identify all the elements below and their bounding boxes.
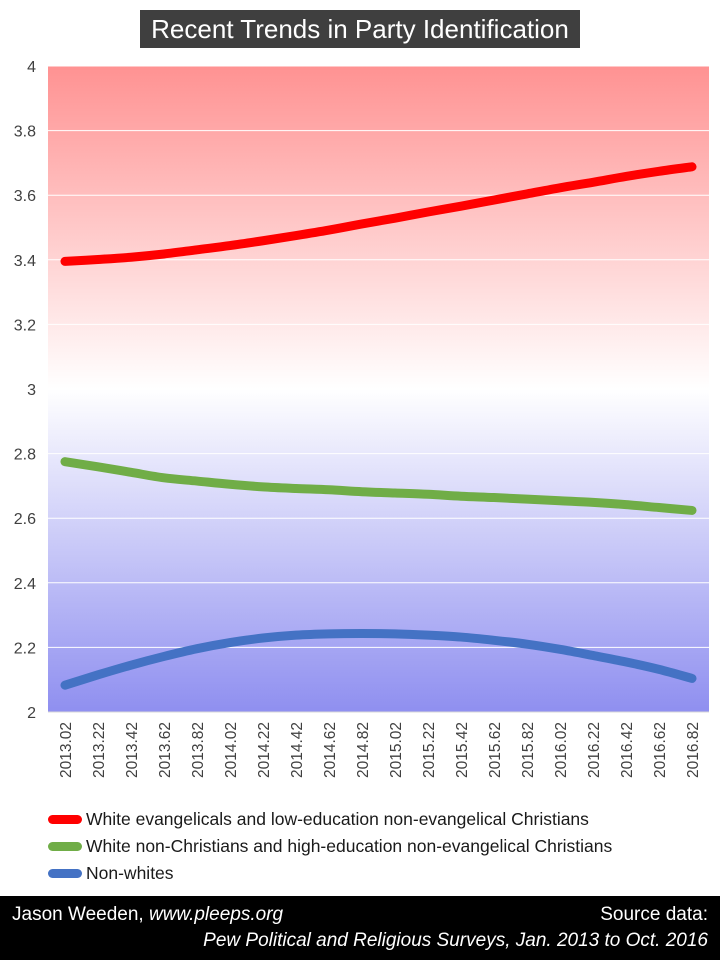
source-label: Source data: [600, 904, 708, 925]
x-tick-label: 2015.62 [487, 722, 504, 778]
x-tick-label: 2016.22 [586, 722, 603, 778]
y-tick-label: 2.8 [14, 447, 36, 464]
series-line-0 [60, 162, 697, 266]
legend-item-white-evangelicals: White evangelicals and low-education non… [48, 807, 589, 831]
x-tick-label: 2013.62 [157, 722, 174, 778]
x-tick-label: 2015.82 [520, 722, 537, 778]
legend-item-non-whites: Non-whites [48, 861, 174, 885]
x-tick-label: 2013.82 [190, 722, 207, 778]
source-text: Pew Political and Religious Surveys, Jan… [203, 930, 708, 951]
y-tick-label: 4 [27, 59, 36, 76]
x-tick-label: 2014.62 [322, 722, 339, 778]
line-chart: 22.22.42.62.833.23.43.63.84 2013.02 2013.… [14, 59, 709, 778]
y-tick-label: 3 [27, 382, 36, 399]
author-site: www.pleeps.org [148, 904, 284, 925]
legend-swatch-red [48, 814, 82, 824]
y-tick-label: 3.8 [14, 124, 36, 141]
y-tick-label: 3.6 [14, 188, 36, 205]
footer: Jason Weeden, www.pleeps.org Source data… [0, 896, 720, 960]
legend-swatch-green [48, 841, 82, 851]
y-axis-ticks: 2 2.2 2.4 2.6 2.8 3 3.2 3.4 3.6 3.8 4 [14, 59, 36, 722]
x-tick-label: 2014.82 [355, 722, 372, 778]
x-tick-label: 2014.02 [223, 722, 240, 778]
x-tick-label: 2016.62 [652, 722, 669, 778]
legend-item-white-non-christians: White non-Christians and high-education … [48, 834, 612, 858]
legend-label: Non-whites [86, 862, 174, 883]
y-tick-label: 3.2 [14, 317, 36, 334]
x-tick-label: 2016.02 [553, 722, 570, 778]
x-tick-label: 2016.42 [619, 722, 636, 778]
x-axis-ticks: 2013.02 2013.22 2013.42 2013.62 2013.82 2014.… [58, 722, 702, 778]
chart-area: 2 2.2 2.4 2.6 2.8 3 3.2 3.4 3.6 3.8 4 2013.02 2013.… [14, 10, 709, 885]
gridlines [48, 65, 709, 713]
x-tick-label: 2014.22 [256, 722, 273, 778]
author-name: Jason Weeden, [12, 904, 149, 925]
series-lines [60, 162, 697, 690]
legend-label: White evangelicals and low-education non… [86, 808, 589, 829]
legend-swatch-blue [48, 868, 82, 878]
y-tick-label: 2.4 [14, 576, 36, 593]
y-tick-label: 2.2 [14, 640, 36, 657]
x-tick-label: 2015.42 [454, 722, 471, 778]
x-tick-label: 2014.42 [289, 722, 306, 778]
chart-title: Recent Trends in Party Identification [140, 10, 580, 48]
x-tick-label: 2015.02 [388, 722, 405, 778]
y-tick-label: 3.4 [14, 253, 36, 270]
x-tick-label: 2016.82 [685, 722, 702, 778]
series-line-2 [60, 629, 697, 690]
x-tick-label: 2013.42 [124, 722, 141, 778]
y-tick-label: 2.6 [14, 511, 36, 528]
legend-label: White non-Christians and high-education … [86, 835, 613, 856]
x-tick-label: 2015.22 [421, 722, 438, 778]
footer-author: Jason Weeden, www.pleeps.org [12, 904, 283, 926]
x-tick-label: 2013.22 [91, 722, 108, 778]
x-tick-label: 2013.02 [58, 722, 75, 778]
series-line-1 [60, 457, 697, 515]
y-tick-label: 2 [27, 705, 36, 722]
